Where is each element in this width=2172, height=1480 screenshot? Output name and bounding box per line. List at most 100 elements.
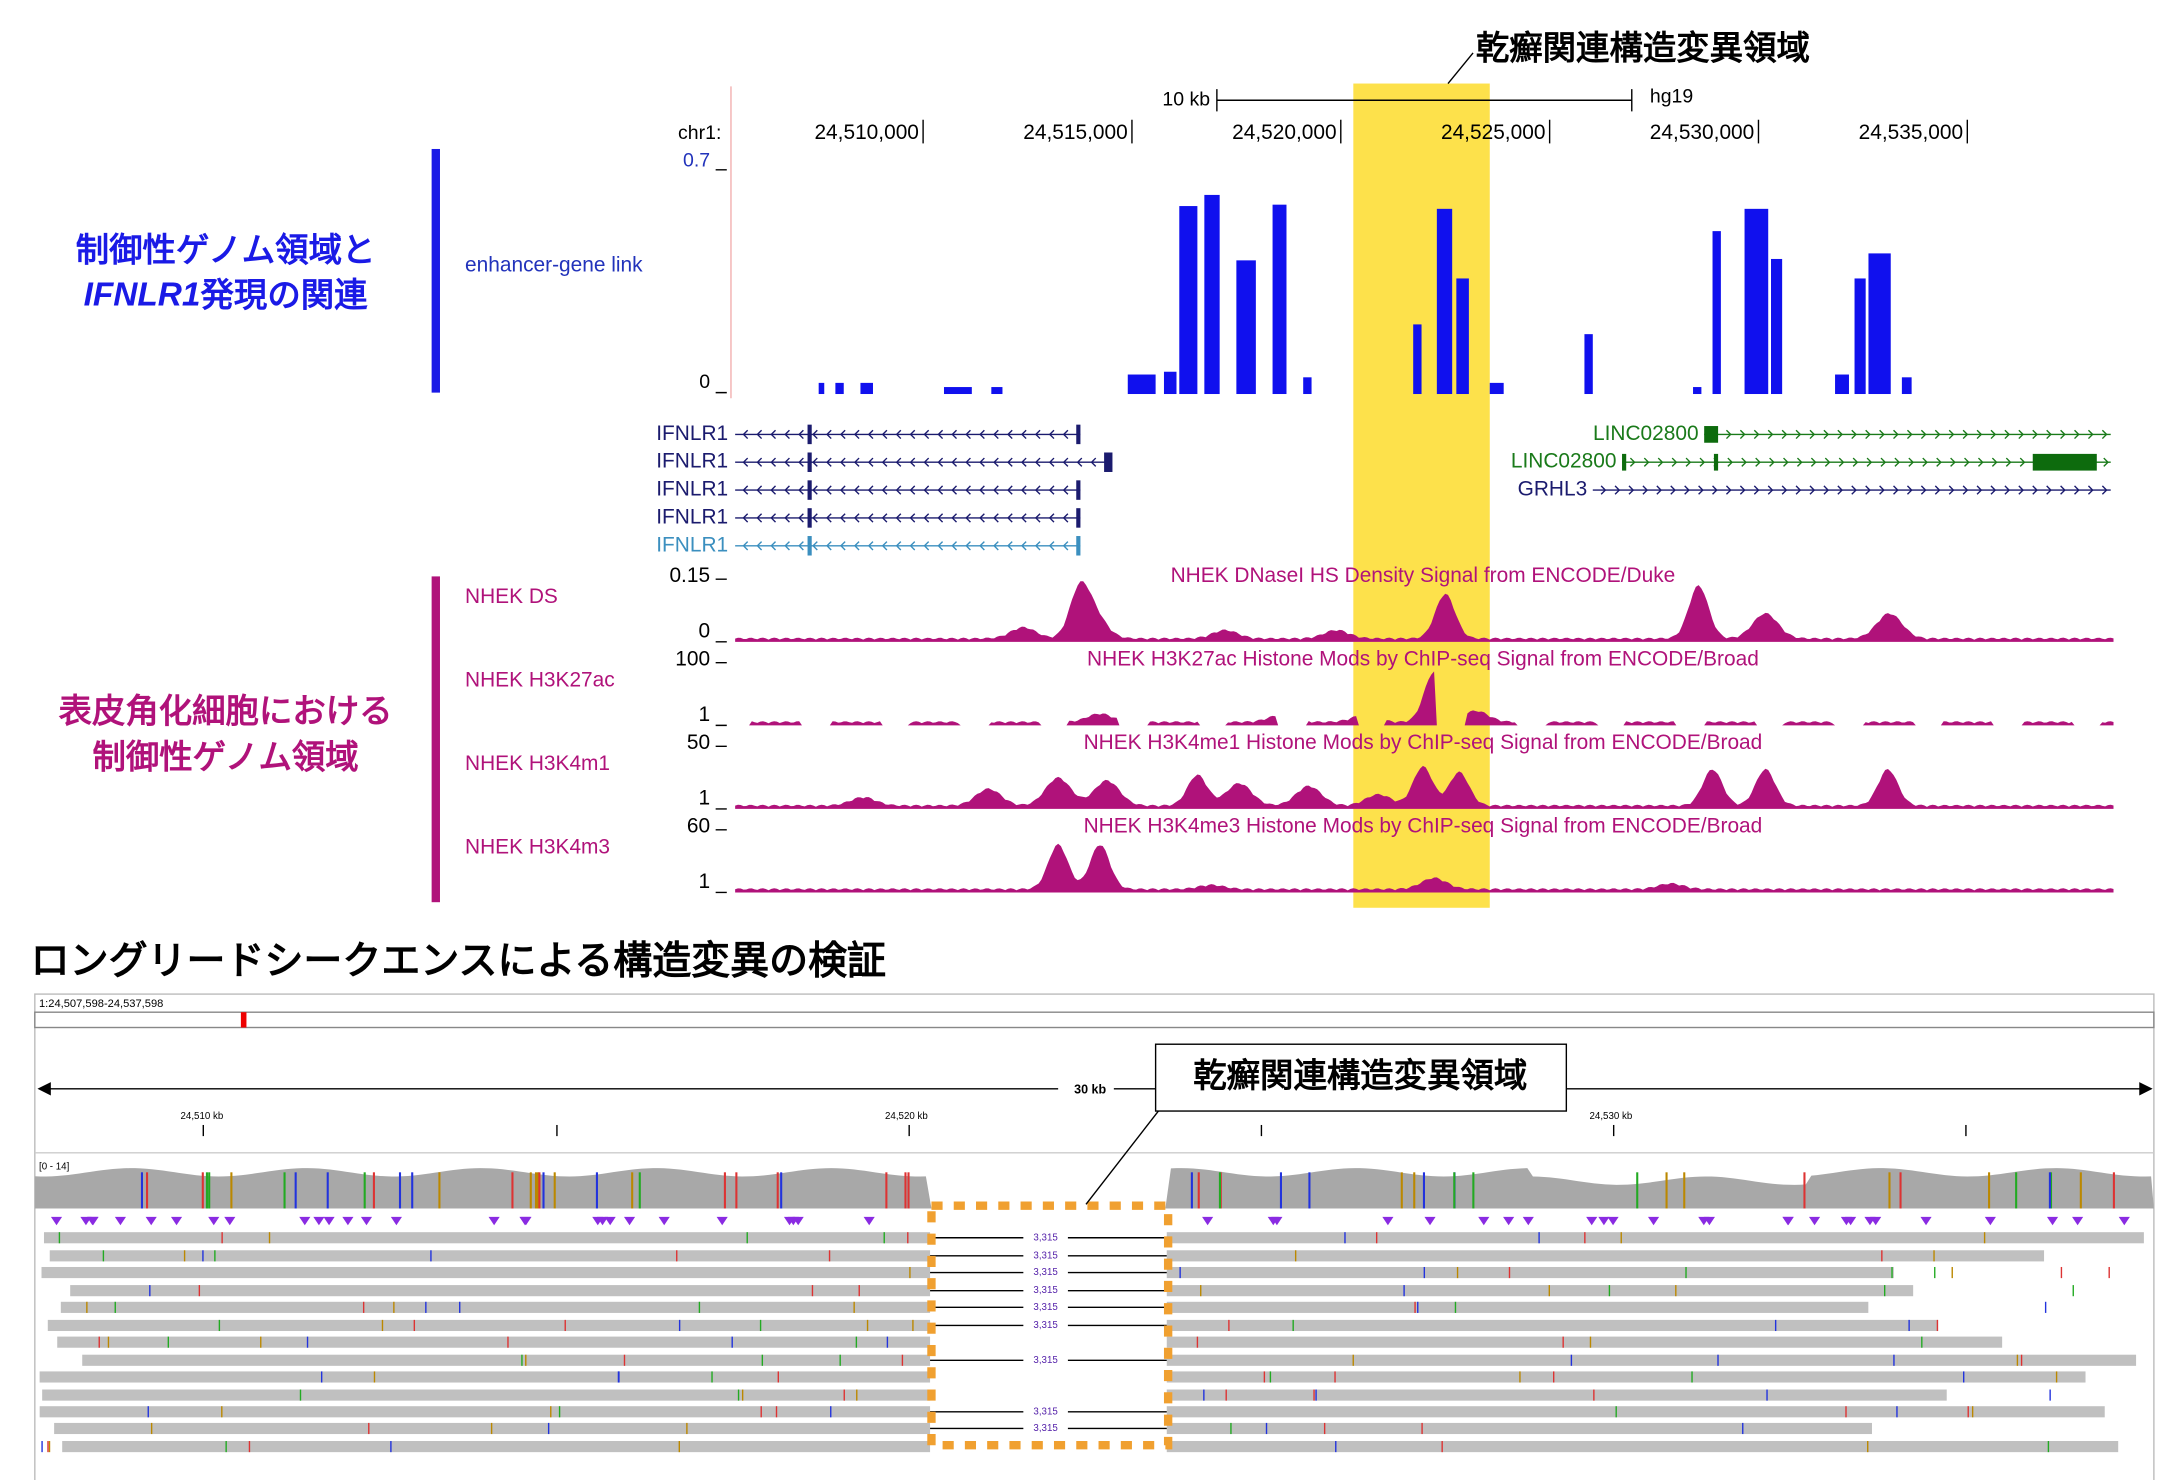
- insertion: [80, 1216, 92, 1226]
- insertion: [716, 1216, 728, 1226]
- label: [0 - 14]: [39, 1161, 70, 1172]
- del-bg: [1023, 1285, 1068, 1297]
- read: [1166, 1389, 1947, 1401]
- top-label: 乾癬関連構造変異領域: [1476, 29, 1810, 68]
- insertion: [323, 1216, 335, 1226]
- insertion: [1382, 1216, 1394, 1226]
- insertion: [1647, 1216, 1660, 1226]
- insertion: [145, 1216, 157, 1226]
- exon: [1076, 508, 1081, 528]
- label: 0.7: [683, 150, 710, 172]
- label: enhancer-gene link: [465, 253, 643, 276]
- insertion: [783, 1216, 796, 1226]
- label: IFNLR1: [656, 505, 728, 528]
- enhancer-bar: [1744, 208, 1769, 395]
- insertion: [299, 1216, 311, 1226]
- exon: [1104, 452, 1113, 472]
- insertion: [313, 1216, 325, 1226]
- read: [39, 1406, 931, 1418]
- exon: [1704, 426, 1719, 443]
- read: [82, 1354, 931, 1366]
- insertion: [488, 1216, 500, 1226]
- label: 表皮角化細胞における: [59, 691, 393, 730]
- enhancer-bar: [991, 387, 1003, 395]
- read: [1166, 1250, 2045, 1262]
- enhancer-bar: [1771, 258, 1783, 395]
- enhancer-bar: [1854, 278, 1866, 395]
- insertion: [1845, 1216, 1857, 1226]
- label: 3,315: [1033, 1267, 1057, 1278]
- enhancer-bar: [1456, 278, 1469, 395]
- insertion: [1586, 1216, 1598, 1226]
- read: [57, 1336, 931, 1348]
- label: ロングリードシークエンスによる構造変異の検証: [31, 939, 886, 984]
- enhancer-bar: [1693, 387, 1702, 395]
- label: 24,535,000: [1859, 121, 1963, 144]
- enhancer-bar: [1127, 374, 1156, 395]
- read: [1166, 1285, 1914, 1297]
- insertion: [224, 1216, 236, 1226]
- del-bg: [1023, 1354, 1068, 1366]
- label: IFNLR1: [656, 450, 728, 473]
- label: 3,315: [1033, 1302, 1057, 1313]
- label: NHEK H3K4me1 Histone Mods by ChIP-seq Si…: [1084, 731, 1763, 754]
- label: NHEK H3K4m1: [465, 752, 610, 775]
- insertion: [1984, 1216, 1996, 1226]
- label: chr1:: [678, 122, 721, 144]
- label: 30 kb: [1074, 1082, 1106, 1096]
- del-bg: [1023, 1406, 1068, 1418]
- label: NHEK DS: [465, 585, 558, 608]
- read: [1166, 1422, 1872, 1435]
- heading: IFNLR1発現の関連: [84, 275, 369, 314]
- read: [1166, 1232, 2144, 1244]
- label: 24,515,000: [1023, 121, 1127, 144]
- enhancer-bar: [1436, 208, 1453, 395]
- read: [41, 1266, 931, 1279]
- exon: [2032, 453, 2097, 471]
- del-bg: [1023, 1232, 1068, 1244]
- exon: [807, 536, 812, 556]
- ideo-mark: [240, 1012, 247, 1028]
- insertion: [1920, 1216, 1932, 1226]
- exon: [1076, 480, 1081, 500]
- label: 1:24,507,598-24,537,598: [39, 998, 163, 1010]
- label: 3,315: [1033, 1423, 1057, 1434]
- label: 60: [687, 815, 710, 838]
- read: [1166, 1441, 2119, 1453]
- insertion: [50, 1216, 63, 1226]
- read: [49, 1250, 931, 1262]
- insertion: [1478, 1216, 1490, 1226]
- label: NHEK H3K27ac Histone Mods by ChIP-seq Si…: [1087, 647, 1759, 670]
- enhancer-bar: [1901, 377, 1912, 395]
- label: IFNLR1: [656, 533, 728, 556]
- label: 24,530 kb: [1590, 1111, 1633, 1122]
- label: NHEK H3K27ac: [465, 668, 615, 691]
- label: LINC02800: [1593, 422, 1699, 445]
- gene-arrows: [742, 513, 1069, 523]
- read: [39, 1371, 931, 1383]
- label: LINC02800: [1511, 450, 1617, 473]
- insertion: [863, 1216, 875, 1226]
- label: 制御性ゲノム領域と: [76, 231, 376, 270]
- enhancer-bar: [1179, 206, 1198, 395]
- insertion: [1598, 1216, 1610, 1226]
- insertion: [1782, 1216, 1794, 1226]
- label: 3,315: [1033, 1232, 1057, 1243]
- read: [62, 1441, 931, 1453]
- insertion: [658, 1216, 670, 1226]
- label: IFNLR1: [656, 478, 728, 501]
- insertion: [1522, 1216, 1534, 1226]
- insertion: [87, 1216, 99, 1226]
- label: 3,315: [1033, 1250, 1057, 1261]
- insertion: [1424, 1216, 1436, 1226]
- insertion: [114, 1216, 126, 1226]
- insertion: [520, 1216, 532, 1226]
- heading-rest: 発現の関連: [200, 275, 369, 314]
- del-bg: [1023, 1422, 1068, 1435]
- label: 0.15: [669, 564, 710, 587]
- enhancer-bar: [1712, 231, 1721, 395]
- label: 乾癬関連構造変異領域: [1193, 1056, 1527, 1095]
- axis: [715, 745, 727, 810]
- callout-line: [1085, 1110, 1159, 1205]
- insertion: [2072, 1216, 2084, 1226]
